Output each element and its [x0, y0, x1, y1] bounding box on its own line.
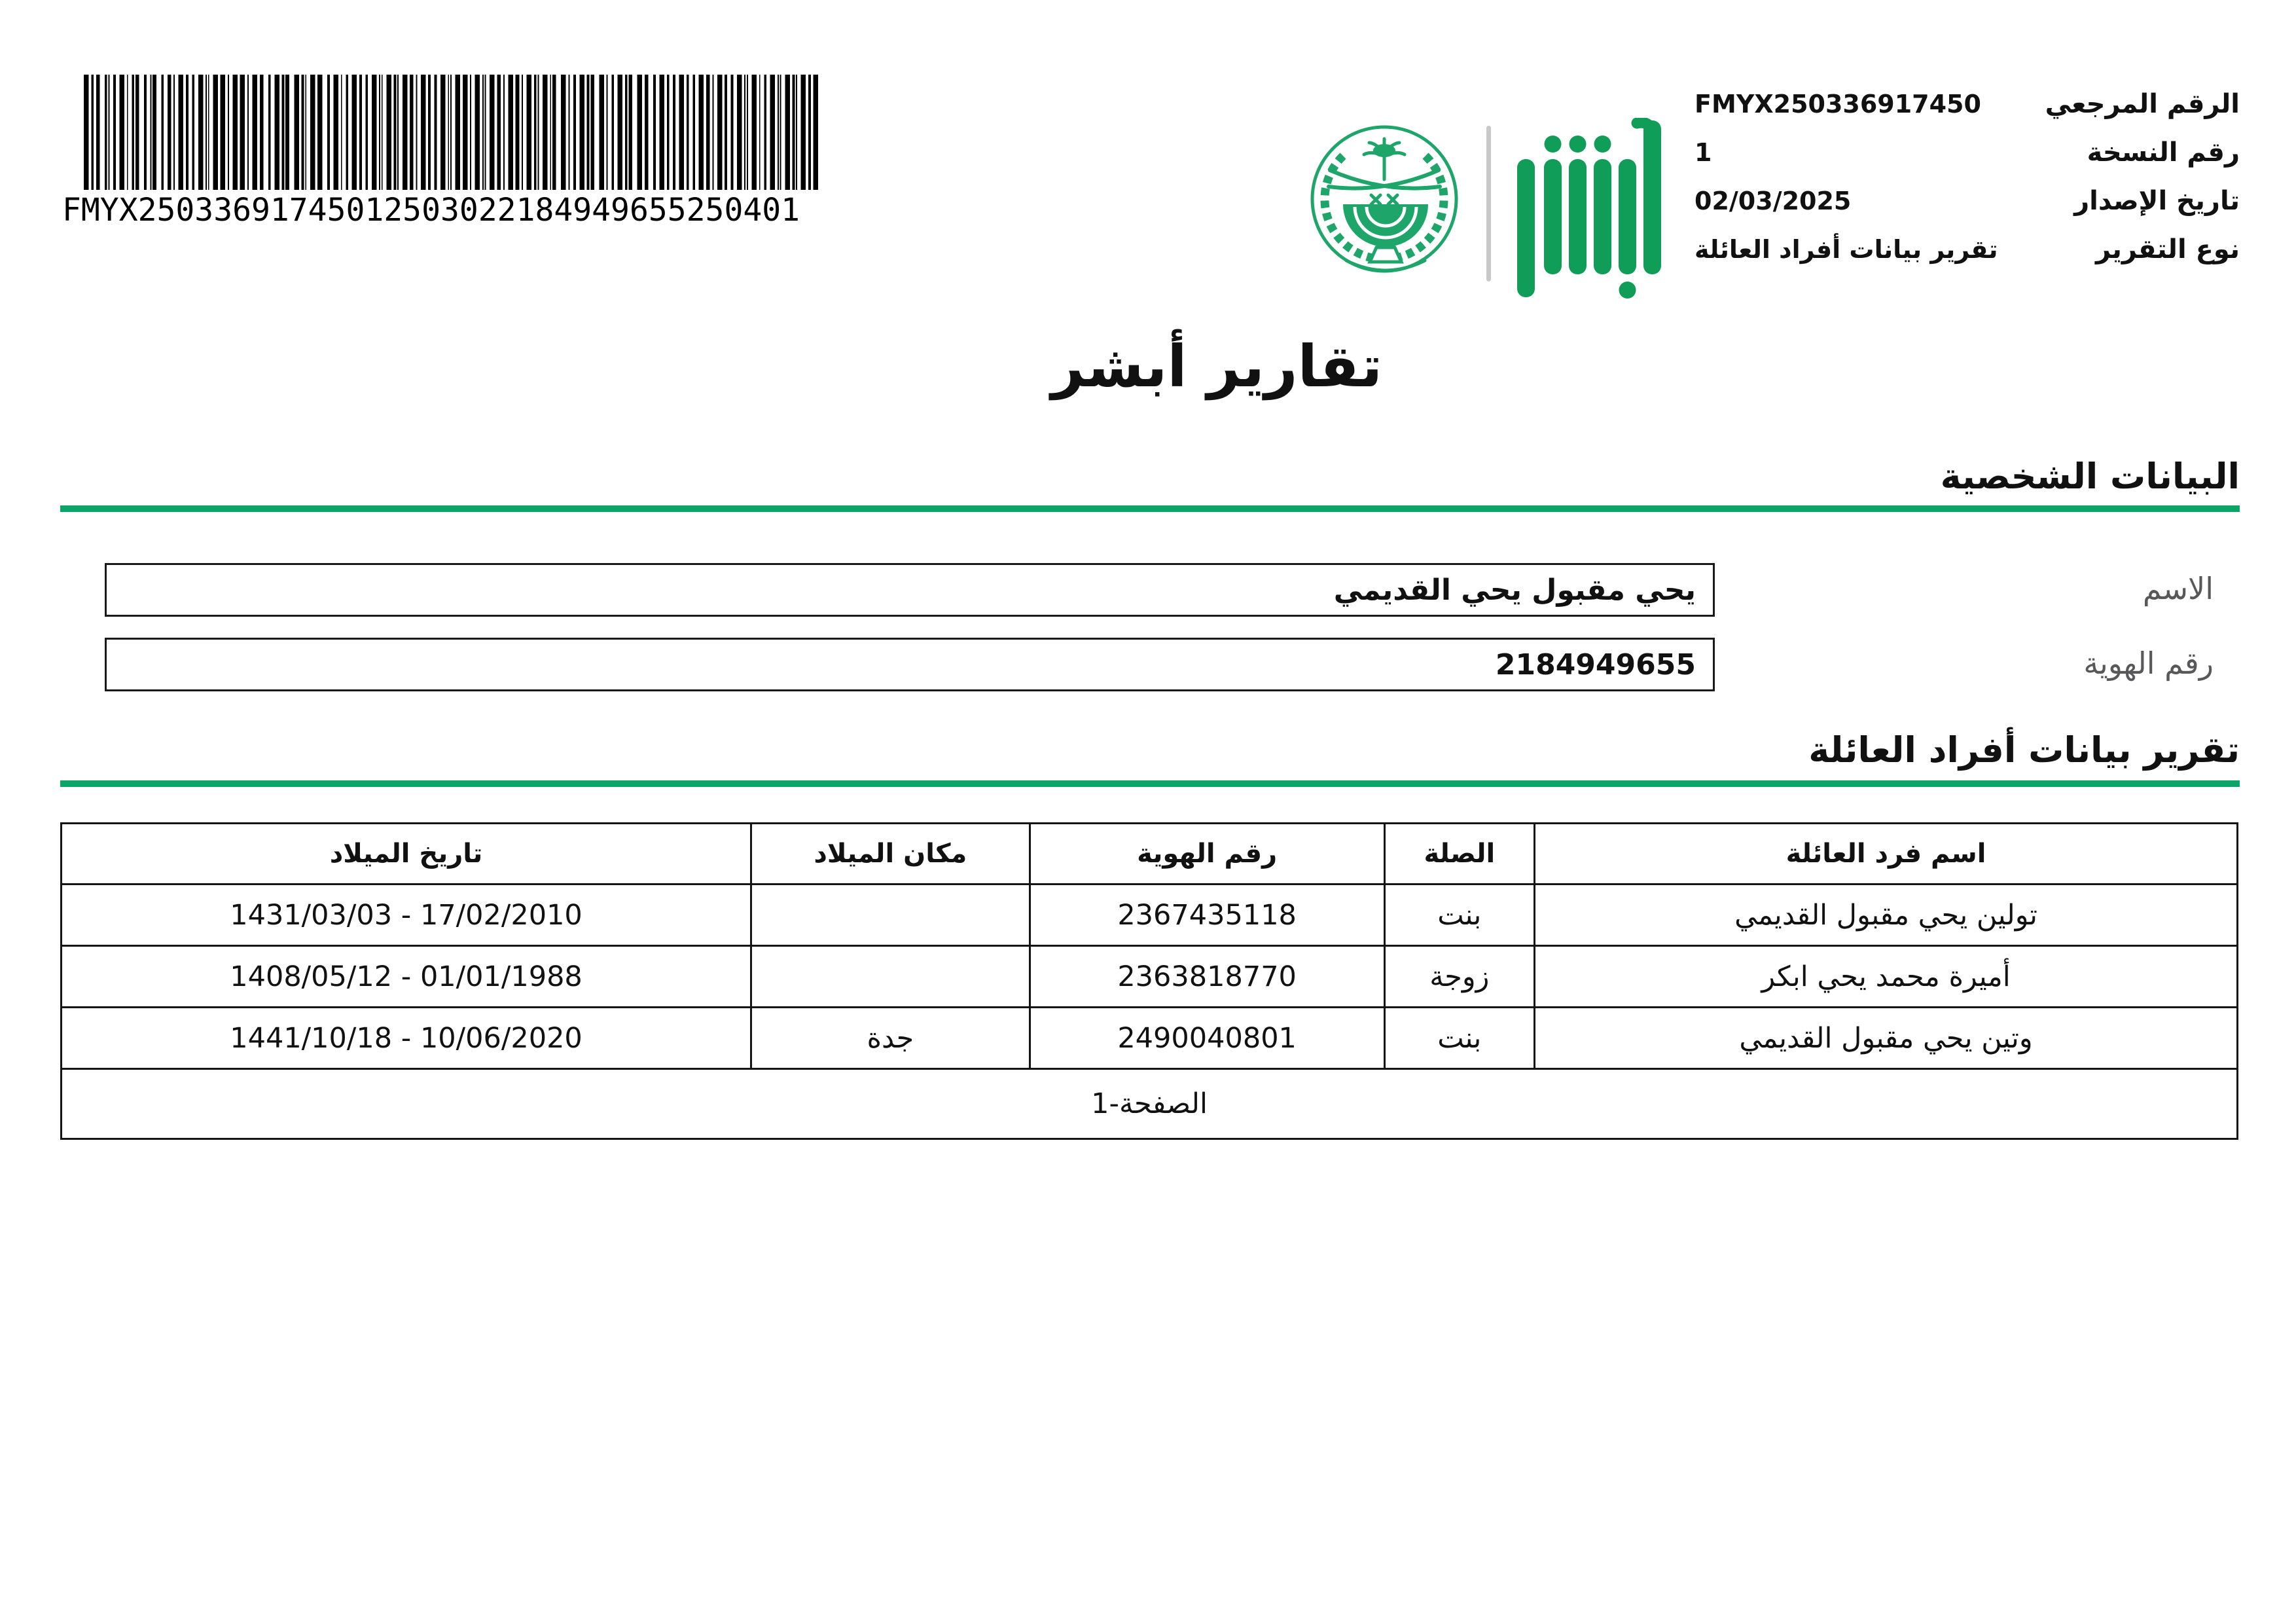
meta-label-issue-date: تاريخ الإصدار — [2074, 186, 2240, 216]
meta-value-report-type: تقرير بيانات أفراد العائلة — [1695, 235, 1998, 264]
field-label-id-number: رقم الهوية — [2083, 646, 2214, 681]
field-label-name: الاسم — [2142, 571, 2214, 606]
table-row: وتين يحي مقبول القديمي بنت 2490040801 جد… — [60, 1006, 2238, 1070]
page-number-cell: الصفحة-1 — [60, 1068, 2238, 1140]
cell-relation: زوجة — [1383, 945, 1536, 1008]
section-heading-personal-data: البيانات الشخصية — [1940, 456, 2240, 497]
col-header-relation: الصلة — [1383, 822, 1536, 885]
cell-id-number: 2363818770 — [1028, 945, 1386, 1008]
cell-id-number: 2367435118 — [1028, 883, 1386, 947]
table-footer-row: الصفحة-1 — [60, 1068, 2238, 1140]
green-rule-family — [60, 780, 2240, 787]
report-metadata: الرقم المرجعي FMYX250336917450 رقم النسخ… — [1695, 88, 2240, 266]
barcode-text: FMYX25033691745012503022184949655250401 — [62, 192, 800, 228]
ministry-of-interior-emblem-icon — [1310, 125, 1458, 273]
col-header-birth-date: تاريخ الميلاد — [60, 822, 753, 885]
col-header-id-number: رقم الهوية — [1028, 822, 1386, 885]
meta-label-copy-number: رقم النسخة — [2087, 137, 2240, 168]
table-row: تولين يحي مقبول القديمي بنت 2367435118 1… — [60, 883, 2238, 947]
field-value-id-number: 2184949655 — [1495, 647, 1696, 682]
table-header-row: اسم فرد العائلة الصلة رقم الهوية مكان ال… — [60, 822, 2238, 885]
meta-label-report-type: نوع التقرير — [2096, 234, 2240, 264]
family-members-table: اسم فرد العائلة الصلة رقم الهوية مكان ال… — [60, 822, 2238, 1140]
col-header-family-member-name: اسم فرد العائلة — [1534, 822, 2238, 885]
cell-birth-place: جدة — [750, 1006, 1031, 1070]
cell-id-number: 2490040801 — [1028, 1006, 1386, 1070]
cell-birth-place — [750, 883, 1031, 947]
field-box-name: يحي مقبول يحي القديمي — [105, 563, 1715, 617]
cell-birth-place — [750, 945, 1031, 1008]
meta-label-reference-number: الرقم المرجعي — [2045, 89, 2240, 119]
cell-relation: بنت — [1383, 883, 1536, 947]
logo-divider — [1486, 126, 1491, 282]
col-header-birth-place: مكان الميلاد — [750, 822, 1031, 885]
cell-member-name: أميرة محمد يحي ابكر — [1534, 945, 2238, 1008]
cell-relation: بنت — [1383, 1006, 1536, 1070]
cell-member-name: وتين يحي مقبول القديمي — [1534, 1006, 2238, 1070]
field-box-id-number: 2184949655 — [105, 638, 1715, 691]
absher-logo-icon — [1517, 118, 1661, 299]
cell-member-name: تولين يحي مقبول القديمي — [1534, 883, 2238, 947]
cell-birth-date: 1441/10/18 - 10/06/2020 — [60, 1006, 753, 1070]
page-title: تقارير أبشر — [1051, 333, 1382, 400]
meta-value-reference-number: FMYX250336917450 — [1695, 90, 1981, 119]
meta-value-copy-number: 1 — [1695, 138, 1712, 167]
cell-birth-date: 1431/03/03 - 17/02/2010 — [60, 883, 753, 947]
cell-birth-date: 1408/05/12 - 01/01/1988 — [60, 945, 753, 1008]
field-value-name: يحي مقبول يحي القديمي — [1333, 573, 1696, 607]
section-heading-family-report: تقرير بيانات أفراد العائلة — [1808, 729, 2240, 771]
green-rule-personal — [60, 505, 2240, 512]
meta-value-issue-date: 02/03/2025 — [1695, 187, 1852, 215]
table-row: أميرة محمد يحي ابكر زوجة 2363818770 1408… — [60, 945, 2238, 1008]
barcode — [84, 75, 818, 190]
